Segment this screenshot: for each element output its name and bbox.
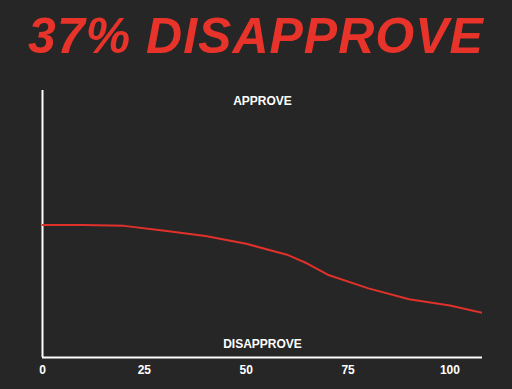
svg-text:75: 75 xyxy=(341,363,355,377)
svg-text:APPROVE: APPROVE xyxy=(233,94,292,108)
svg-text:25: 25 xyxy=(138,363,152,377)
svg-text:100: 100 xyxy=(440,363,460,377)
svg-text:50: 50 xyxy=(240,363,254,377)
svg-text:0: 0 xyxy=(39,363,46,377)
svg-text:DISAPPROVE: DISAPPROVE xyxy=(223,337,302,351)
html-text:37% DISAPPROVE: 37% DISAPPROVE xyxy=(28,8,484,64)
